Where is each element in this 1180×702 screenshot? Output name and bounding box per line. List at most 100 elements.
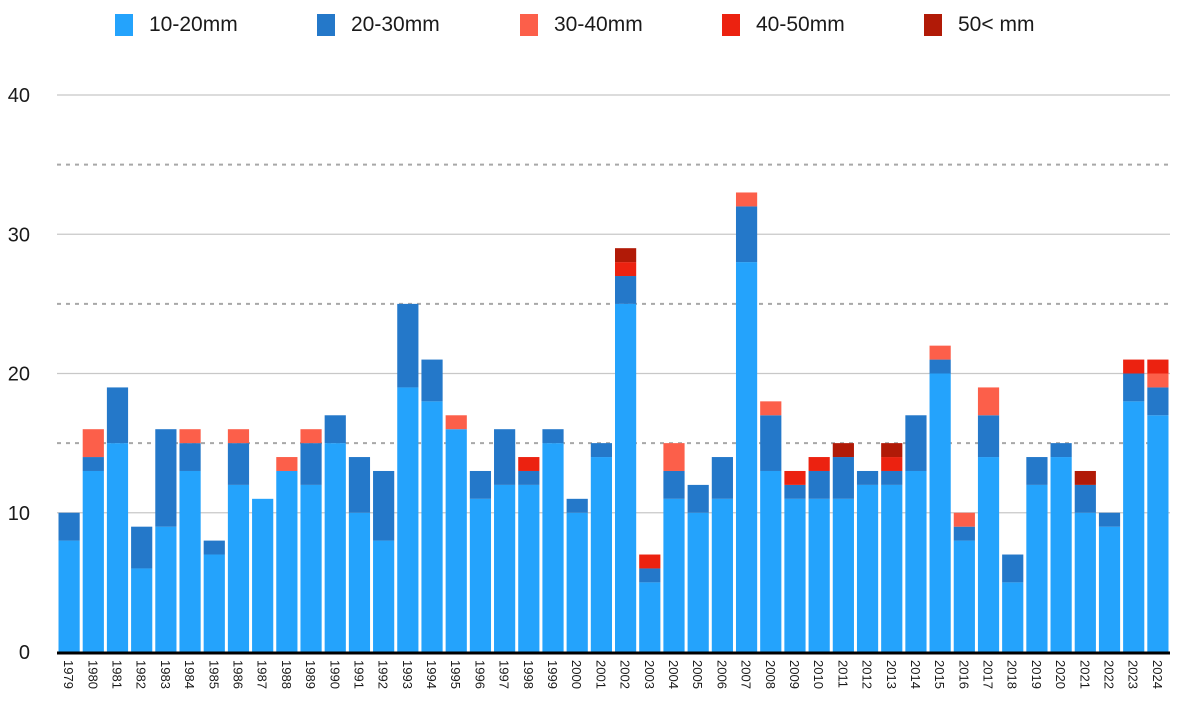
bar-stack	[977, 387, 1000, 652]
bar-segment	[953, 526, 975, 541]
bar-segment	[639, 554, 661, 569]
bar-segment	[1147, 359, 1169, 374]
bar-segment	[615, 248, 637, 263]
x-tick-label: 2001	[593, 660, 608, 689]
legend-label: 30-40mm	[554, 13, 643, 36]
bar-stack	[155, 429, 177, 652]
bar-segment	[324, 415, 346, 444]
x-tick-label: 1994	[424, 660, 439, 689]
bar-stack	[1026, 457, 1048, 652]
bar-segment	[615, 303, 637, 652]
x-tick-label: 1993	[400, 660, 415, 689]
bar-segment	[929, 359, 951, 374]
legend-swatch	[520, 14, 538, 36]
bar-stack	[1002, 554, 1024, 652]
bar-segment	[615, 262, 637, 277]
bar-segment	[832, 457, 854, 499]
legend-swatch	[722, 14, 740, 36]
bar-segment	[518, 457, 540, 471]
x-tick-label: 2000	[569, 660, 584, 689]
bar-segment	[421, 359, 443, 402]
x-tick-label: 1999	[545, 660, 560, 689]
x-tick-label: 1985	[206, 660, 221, 689]
bar-segment	[227, 484, 250, 652]
bar-segment	[155, 429, 177, 527]
bar-stack	[735, 192, 758, 652]
x-tick-label: 1982	[134, 660, 149, 689]
bar-segment	[663, 498, 685, 652]
x-tick-label: 2014	[908, 660, 923, 689]
legend-label: 40-50mm	[756, 13, 845, 36]
bar-segment	[58, 540, 80, 652]
x-tick-label: 1992	[376, 660, 391, 689]
bar-segment	[203, 540, 225, 555]
x-tick-label: 2005	[690, 660, 705, 689]
x-tick-label: 2009	[787, 660, 802, 689]
legend-item: 30-40mm	[520, 10, 643, 40]
bar-stack	[639, 554, 661, 652]
x-tick-label: 2022	[1102, 660, 1117, 689]
y-tick-label: 20	[8, 364, 30, 386]
x-tick-label: 2024	[1150, 660, 1165, 689]
bar-segment	[494, 484, 516, 652]
legend-item: 40-50mm	[722, 10, 845, 40]
bar-segment	[106, 387, 129, 444]
bar-segment	[832, 443, 854, 458]
bar-segment	[518, 470, 540, 485]
x-tick-label: 2003	[642, 660, 657, 689]
x-tick-label: 2015	[932, 660, 947, 689]
x-tick-label: 2010	[811, 660, 826, 689]
bar-segment	[1026, 457, 1048, 485]
bar-segment	[324, 443, 346, 652]
x-tick-label: 2023	[1126, 660, 1141, 689]
legend-swatch	[317, 14, 335, 36]
bar-stack	[300, 429, 322, 652]
bar-segment	[735, 206, 758, 263]
x-tick-label: 2018	[1005, 660, 1020, 689]
bar-segment	[58, 512, 80, 541]
bar-stack	[397, 303, 419, 652]
x-tick-label: 1998	[521, 660, 536, 689]
bar-stack	[1098, 512, 1121, 652]
x-tick-label: 2021	[1077, 660, 1092, 689]
bar-segment	[808, 457, 830, 471]
bar-stack	[131, 526, 153, 652]
bar-stack	[324, 415, 346, 652]
bar-stack	[784, 470, 806, 652]
bar-segment	[348, 512, 371, 652]
bar-stack	[1123, 359, 1145, 652]
bar-segment	[179, 429, 201, 444]
bar-segment	[494, 429, 516, 485]
bar-stack	[252, 498, 274, 652]
bar-segment	[687, 512, 709, 652]
bar-segment	[953, 512, 975, 527]
bar-stack	[1074, 470, 1096, 652]
x-tick-label: 1981	[109, 660, 124, 689]
x-tick-label: 2020	[1053, 660, 1068, 689]
bar-segment	[881, 443, 903, 458]
bar-stack	[832, 443, 854, 652]
bar-segment	[131, 568, 153, 652]
bar-stack	[760, 401, 782, 652]
x-tick-label: 2016	[956, 660, 971, 689]
x-tick-label: 2004	[666, 660, 681, 689]
x-tick-label: 1997	[497, 660, 512, 689]
bar-segment	[711, 498, 733, 652]
bar-stack	[1050, 443, 1072, 652]
x-tick-label: 2011	[835, 660, 850, 688]
legend-swatch	[924, 14, 942, 36]
bar-segment	[566, 498, 588, 513]
bar-segment	[1123, 359, 1145, 374]
bar-segment	[348, 457, 371, 513]
bar-segment	[1050, 443, 1072, 458]
y-tick-label: 0	[19, 642, 30, 664]
bar-stack	[566, 498, 588, 652]
bar-segment	[131, 526, 153, 569]
bar-segment	[82, 429, 104, 458]
bar-segment	[1147, 373, 1169, 388]
bar-segment	[518, 484, 540, 652]
bar-segment	[977, 415, 1000, 458]
legend-label: 20-30mm	[351, 13, 440, 36]
bar-segment	[1147, 387, 1169, 416]
